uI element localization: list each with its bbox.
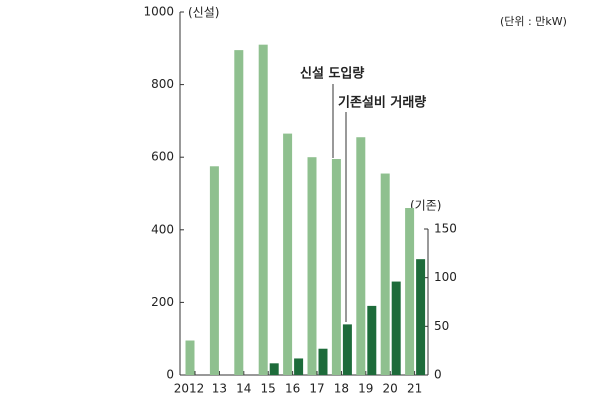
bar <box>391 281 401 375</box>
x-tick-label: 18 <box>334 382 349 396</box>
y-tick-label: 200 <box>151 295 174 309</box>
bar <box>234 50 244 376</box>
y-tick-label: 600 <box>151 150 174 164</box>
y2-tick-label: 0 <box>434 368 442 382</box>
x-tick-label: 21 <box>407 382 422 396</box>
y-tick-label: 0 <box>166 368 174 382</box>
y2-tick-label: 100 <box>434 270 457 284</box>
y-tick-label: 400 <box>151 222 174 236</box>
x-tick-label: 20 <box>383 382 398 396</box>
bar <box>307 157 317 375</box>
bar <box>283 133 293 375</box>
bar <box>318 348 328 375</box>
bar <box>342 324 352 375</box>
x-tick-label: 15 <box>261 382 276 396</box>
x-tick-label: 13 <box>212 382 227 396</box>
x-tick-label: 14 <box>236 382 251 396</box>
bar <box>209 166 219 375</box>
bar <box>416 259 426 375</box>
x-tick-label: 17 <box>309 382 324 396</box>
x-tick-label: 19 <box>358 382 373 396</box>
bar <box>405 208 415 375</box>
x-tick-label: 2012 <box>174 382 205 396</box>
y-axis-label: (신설) <box>188 6 219 20</box>
unit-note: (단위 : 만kW) <box>500 15 567 28</box>
series-annotation: 기존설비 거래량 <box>338 96 426 111</box>
y-tick-label: 1000 <box>143 5 174 19</box>
x-tick-label: 16 <box>285 382 300 396</box>
bar <box>380 173 390 375</box>
series-annotation: 신설 도입량 <box>300 67 364 82</box>
y2-axis-label: (기존) <box>410 199 441 213</box>
bar <box>356 137 366 375</box>
bar <box>269 363 279 375</box>
bar <box>367 305 377 375</box>
y-tick-label: 800 <box>151 77 174 91</box>
bar <box>185 340 195 375</box>
y2-tick-label: 50 <box>434 319 449 333</box>
y2-tick-label: 150 <box>434 222 457 236</box>
bar <box>258 44 268 376</box>
bar <box>294 358 304 375</box>
bar <box>331 159 341 375</box>
